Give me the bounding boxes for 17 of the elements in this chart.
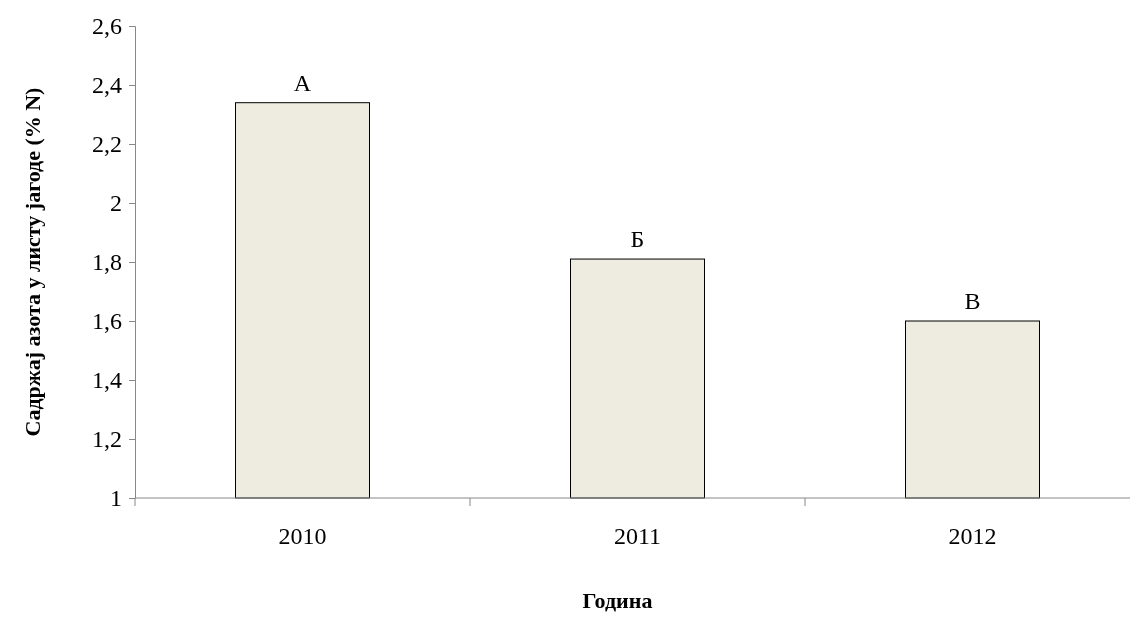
y-axis-title: Садржај азота у листу јагоде (% N) bbox=[20, 87, 45, 437]
y-tick-label: 2,6 bbox=[92, 13, 122, 40]
x-tick-label: 2010 bbox=[278, 523, 327, 549]
y-tick-label: 1 bbox=[110, 485, 122, 512]
y-tick-label: 1,6 bbox=[92, 308, 122, 335]
x-tick-label: 2012 bbox=[948, 523, 997, 549]
y-tick-label: 1,4 bbox=[92, 367, 122, 394]
annotation: В bbox=[964, 288, 981, 314]
annotation: Б bbox=[630, 226, 645, 253]
x-axis-title: Година bbox=[582, 588, 653, 613]
y-tick-label: 2,4 bbox=[92, 72, 122, 99]
y-tick-label: 2 bbox=[110, 190, 122, 217]
y-tick-label: 2,2 bbox=[92, 131, 122, 158]
x-tick-label: 2011 bbox=[613, 523, 662, 549]
y-tick-label: 1,2 bbox=[92, 426, 122, 453]
y-tick-label: 1,8 bbox=[92, 249, 122, 276]
annotation: А bbox=[293, 69, 312, 96]
